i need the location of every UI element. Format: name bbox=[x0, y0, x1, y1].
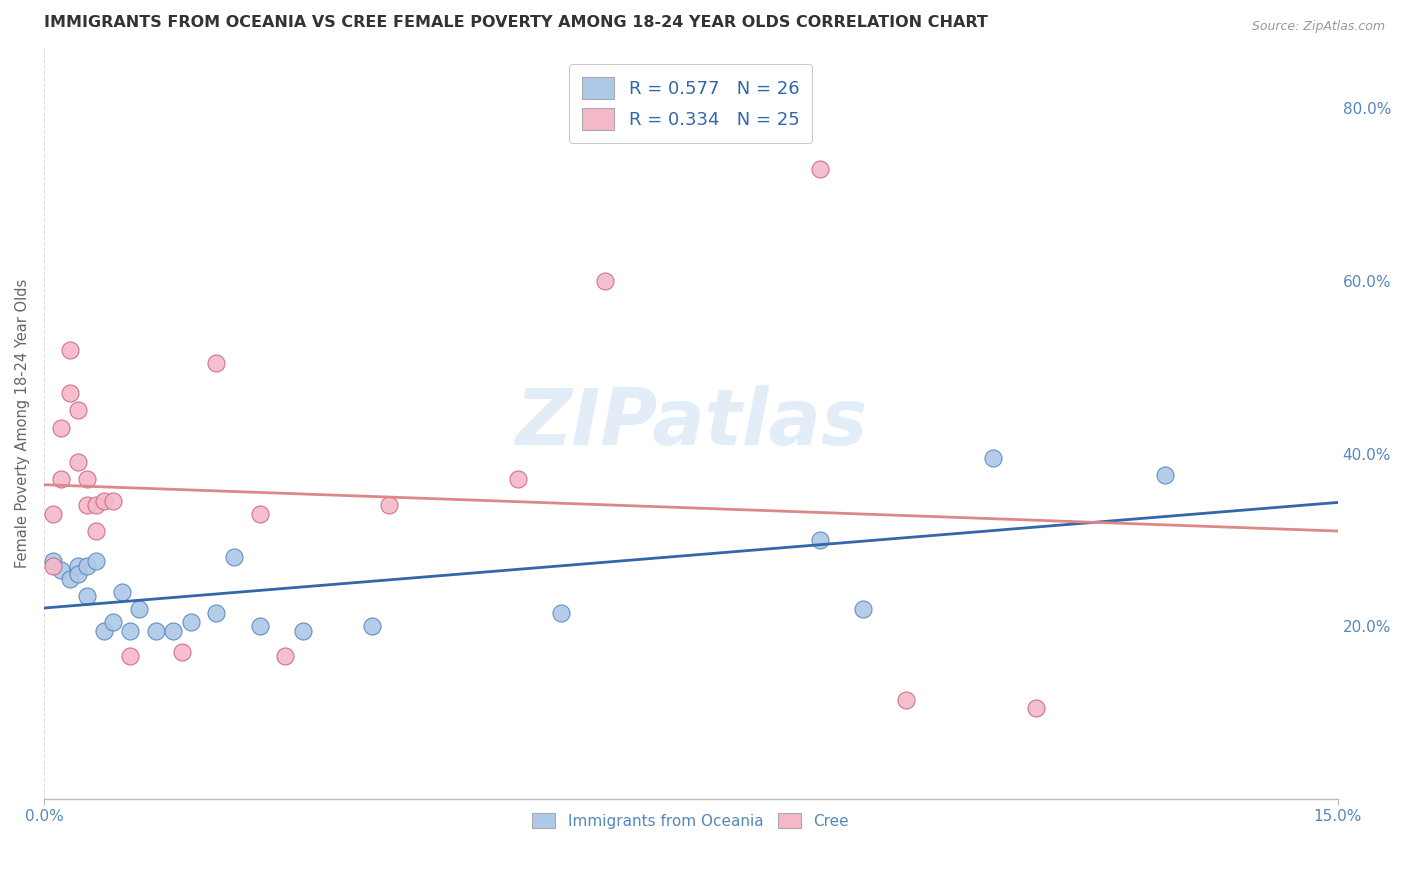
Point bbox=[378, 499, 401, 513]
Point bbox=[76, 472, 98, 486]
Point bbox=[59, 572, 82, 586]
Point bbox=[67, 403, 90, 417]
Point bbox=[41, 558, 63, 573]
Point bbox=[41, 507, 63, 521]
Point bbox=[93, 494, 115, 508]
Text: Source: ZipAtlas.com: Source: ZipAtlas.com bbox=[1251, 20, 1385, 33]
Point bbox=[76, 589, 98, 603]
Point bbox=[76, 558, 98, 573]
Point bbox=[550, 606, 572, 620]
Point bbox=[593, 274, 616, 288]
Point bbox=[120, 624, 142, 638]
Point bbox=[76, 499, 98, 513]
Point bbox=[222, 550, 245, 565]
Point bbox=[508, 472, 530, 486]
Point bbox=[981, 450, 1004, 465]
Point bbox=[274, 649, 297, 664]
Legend: Immigrants from Oceania, Cree: Immigrants from Oceania, Cree bbox=[524, 805, 856, 836]
Text: IMMIGRANTS FROM OCEANIA VS CREE FEMALE POVERTY AMONG 18-24 YEAR OLDS CORRELATION: IMMIGRANTS FROM OCEANIA VS CREE FEMALE P… bbox=[44, 15, 988, 30]
Point bbox=[59, 386, 82, 401]
Point bbox=[360, 619, 382, 633]
Point bbox=[49, 472, 72, 486]
Point bbox=[67, 558, 90, 573]
Point bbox=[128, 602, 150, 616]
Point bbox=[84, 524, 107, 539]
Point bbox=[120, 649, 142, 664]
Point bbox=[59, 343, 82, 357]
Point bbox=[205, 356, 228, 370]
Point bbox=[49, 420, 72, 434]
Point bbox=[41, 554, 63, 568]
Point bbox=[249, 619, 271, 633]
Point bbox=[808, 161, 831, 176]
Point bbox=[84, 499, 107, 513]
Point bbox=[67, 567, 90, 582]
Point bbox=[249, 507, 271, 521]
Point bbox=[852, 602, 875, 616]
Point bbox=[1154, 468, 1177, 483]
Point bbox=[205, 606, 228, 620]
Point bbox=[67, 455, 90, 469]
Point bbox=[291, 624, 314, 638]
Y-axis label: Female Poverty Among 18-24 Year Olds: Female Poverty Among 18-24 Year Olds bbox=[15, 278, 30, 568]
Point bbox=[84, 554, 107, 568]
Point bbox=[1025, 701, 1047, 715]
Point bbox=[101, 494, 124, 508]
Point bbox=[896, 692, 918, 706]
Point bbox=[49, 563, 72, 577]
Point bbox=[110, 584, 132, 599]
Point bbox=[101, 615, 124, 629]
Point bbox=[170, 645, 193, 659]
Text: ZIPatlas: ZIPatlas bbox=[515, 385, 868, 461]
Point bbox=[180, 615, 202, 629]
Point bbox=[93, 624, 115, 638]
Point bbox=[808, 533, 831, 547]
Point bbox=[145, 624, 167, 638]
Point bbox=[162, 624, 184, 638]
